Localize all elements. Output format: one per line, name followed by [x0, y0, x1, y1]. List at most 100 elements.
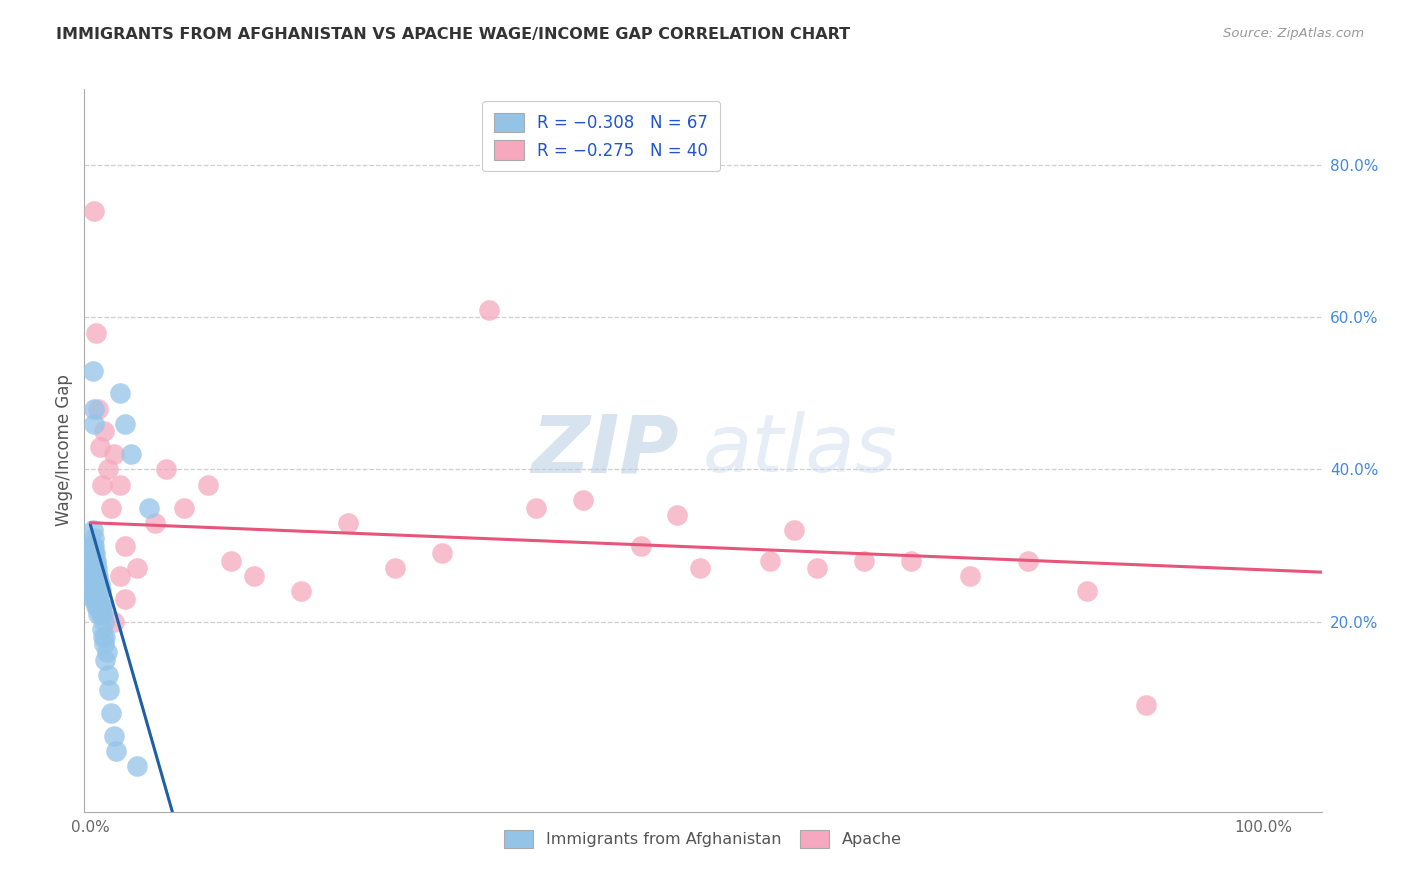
Point [87, 591, 110, 606]
Point [96, 645, 118, 659]
Point [100, 706, 122, 720]
Point [127, 759, 149, 773]
Point [86, 576, 108, 591]
Point [89, 440, 111, 454]
Text: IMMIGRANTS FROM AFGHANISTAN VS APACHE WAGE/INCOME GAP CORRELATION CHART: IMMIGRANTS FROM AFGHANISTAN VS APACHE WA… [56, 27, 851, 42]
Point [105, 744, 128, 758]
Point [524, 500, 547, 515]
Point [82, 363, 104, 377]
Y-axis label: Wage/Income Gap: Wage/Income Gap [55, 375, 73, 526]
Point [82, 591, 104, 606]
Point [84, 584, 107, 599]
Point [82, 524, 104, 538]
Point [83, 554, 105, 568]
Point [83, 539, 105, 553]
Point [89, 584, 111, 599]
Point [83, 401, 105, 416]
Point [97, 668, 120, 682]
Point [80, 576, 103, 591]
Point [83, 203, 105, 218]
Point [959, 569, 981, 583]
Point [91, 607, 114, 621]
Point [138, 500, 160, 515]
Point [173, 500, 195, 515]
Point [94, 630, 117, 644]
Point [91, 599, 114, 614]
Point [103, 447, 125, 461]
Point [89, 599, 111, 614]
Point [83, 576, 105, 591]
Point [155, 462, 177, 476]
Point [82, 554, 104, 568]
Point [84, 326, 107, 340]
Point [93, 425, 115, 439]
Point [83, 417, 105, 431]
Point [853, 554, 876, 568]
Point [84, 576, 107, 591]
Point [84, 599, 107, 614]
Point [82, 561, 104, 575]
Point [86, 599, 108, 614]
Point [98, 683, 121, 698]
Point [90, 584, 112, 599]
Point [83, 569, 105, 583]
Point [83, 591, 105, 606]
Point [84, 554, 107, 568]
Point [94, 652, 117, 666]
Point [80, 539, 103, 553]
Legend: Immigrants from Afghanistan, Apache: Immigrants from Afghanistan, Apache [495, 821, 911, 858]
Point [572, 492, 595, 507]
Point [91, 477, 114, 491]
Point [87, 401, 110, 416]
Point [91, 630, 114, 644]
Point [80, 561, 103, 575]
Point [82, 546, 104, 560]
Point [100, 500, 122, 515]
Text: Source: ZipAtlas.com: Source: ZipAtlas.com [1223, 27, 1364, 40]
Point [430, 546, 453, 560]
Point [290, 584, 312, 599]
Point [86, 569, 108, 583]
Point [665, 508, 688, 522]
Point [84, 554, 107, 568]
Point [80, 554, 103, 568]
Point [114, 417, 136, 431]
Point [219, 554, 242, 568]
Point [91, 622, 114, 636]
Point [1135, 698, 1157, 713]
Point [1076, 584, 1098, 599]
Point [83, 531, 105, 545]
Point [114, 591, 136, 606]
Point [90, 607, 112, 621]
Point [87, 576, 110, 591]
Text: atlas: atlas [703, 411, 898, 490]
Point [143, 516, 166, 530]
Point [83, 584, 105, 599]
Point [93, 615, 115, 629]
Point [689, 561, 711, 575]
Point [84, 584, 107, 599]
Point [86, 561, 108, 575]
Point [86, 591, 108, 606]
Point [87, 569, 110, 583]
Point [108, 477, 131, 491]
Point [82, 539, 104, 553]
Point [82, 576, 104, 591]
Point [900, 554, 922, 568]
Point [84, 591, 107, 606]
Point [93, 637, 115, 651]
Point [82, 569, 104, 583]
Point [97, 462, 120, 476]
Point [337, 516, 360, 530]
Point [87, 607, 110, 621]
Point [1017, 554, 1039, 568]
Point [759, 554, 782, 568]
Point [91, 607, 114, 621]
Point [114, 539, 136, 553]
Point [783, 524, 806, 538]
Point [120, 447, 142, 461]
Point [108, 386, 131, 401]
Text: ZIP: ZIP [531, 411, 678, 490]
Point [630, 539, 652, 553]
Point [84, 561, 107, 575]
